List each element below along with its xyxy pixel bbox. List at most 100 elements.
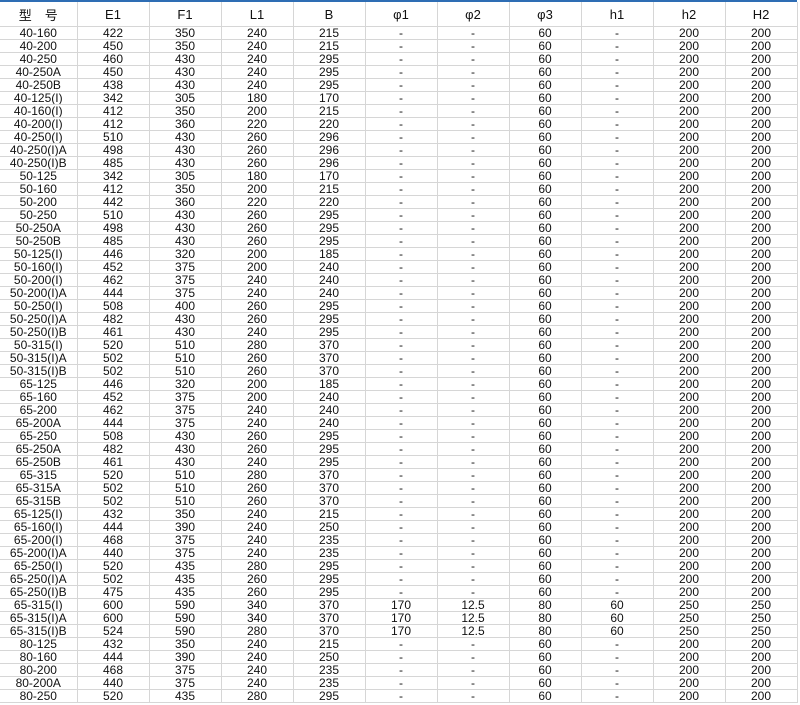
value-cell: - bbox=[365, 390, 438, 404]
value-cell: 430 bbox=[149, 156, 222, 170]
value-cell: 400 bbox=[149, 299, 222, 313]
value-cell: 200 bbox=[725, 364, 798, 378]
value-cell: - bbox=[437, 455, 510, 469]
value-cell: 260 bbox=[221, 208, 294, 222]
value-cell: 60 bbox=[509, 689, 582, 703]
value-cell: 390 bbox=[149, 520, 222, 534]
value-cell: - bbox=[365, 273, 438, 287]
value-cell: 200 bbox=[653, 364, 726, 378]
header-h1: h1 bbox=[581, 2, 654, 27]
value-cell: 260 bbox=[221, 585, 294, 599]
value-cell: 200 bbox=[653, 221, 726, 235]
value-cell: 170 bbox=[365, 611, 438, 625]
value-cell: 180 bbox=[221, 169, 294, 183]
header-e1: E1 bbox=[77, 2, 150, 27]
value-cell: 375 bbox=[149, 546, 222, 560]
value-cell: - bbox=[581, 78, 654, 92]
value-cell: 200 bbox=[653, 26, 726, 40]
value-cell: - bbox=[581, 390, 654, 404]
value-cell: 524 bbox=[77, 624, 150, 638]
value-cell: 360 bbox=[149, 195, 222, 209]
value-cell: 240 bbox=[221, 273, 294, 287]
value-cell: - bbox=[437, 325, 510, 339]
value-cell: 200 bbox=[725, 78, 798, 92]
value-cell: 295 bbox=[293, 52, 366, 66]
value-cell: - bbox=[365, 481, 438, 495]
value-cell: 200 bbox=[725, 663, 798, 677]
value-cell: 260 bbox=[221, 130, 294, 144]
value-cell: 60 bbox=[509, 481, 582, 495]
value-cell: 280 bbox=[221, 689, 294, 703]
value-cell: 452 bbox=[77, 390, 150, 404]
value-cell: 250 bbox=[653, 611, 726, 625]
value-cell: - bbox=[581, 650, 654, 664]
table-row: 50-315(I)A 502 510 260 370- -60-200 200 bbox=[0, 351, 798, 365]
value-cell: 295 bbox=[293, 234, 366, 248]
value-cell: 60 bbox=[509, 26, 582, 40]
value-cell: 468 bbox=[77, 533, 150, 547]
value-cell: 375 bbox=[149, 416, 222, 430]
value-cell: 240 bbox=[221, 286, 294, 300]
value-cell: 320 bbox=[149, 247, 222, 261]
value-cell: 60 bbox=[509, 260, 582, 274]
value-cell: 200 bbox=[221, 104, 294, 118]
value-cell: 435 bbox=[149, 559, 222, 573]
value-cell: 215 bbox=[293, 104, 366, 118]
value-cell: 60 bbox=[509, 507, 582, 521]
table-row: 50-160(I) 452 375 200 240- -60-200 200 bbox=[0, 260, 798, 274]
table-row: 65-315(I) 600 590 340 370 170 12.5 80 60 250 250 bbox=[0, 598, 798, 612]
value-cell: - bbox=[437, 221, 510, 235]
value-cell: 430 bbox=[149, 52, 222, 66]
value-cell: 200 bbox=[725, 442, 798, 456]
value-cell: 430 bbox=[149, 130, 222, 144]
table-row: 40-250(I)A 498 430 260 296- -60-200 200 bbox=[0, 143, 798, 157]
value-cell: - bbox=[437, 91, 510, 105]
table-row: 65-125 446 320 200 185- -60-200 200 bbox=[0, 377, 798, 391]
value-cell: - bbox=[437, 299, 510, 313]
value-cell: - bbox=[365, 338, 438, 352]
value-cell: 200 bbox=[725, 533, 798, 547]
value-cell: 370 bbox=[293, 494, 366, 508]
value-cell: 442 bbox=[77, 195, 150, 209]
value-cell: - bbox=[437, 312, 510, 326]
value-cell: - bbox=[437, 676, 510, 690]
table-row: 65-250(I)A 502 435 260 295- -60-200 200 bbox=[0, 572, 798, 586]
value-cell: - bbox=[365, 351, 438, 365]
table-row: 65-315(I)B 524 590 280 370 170 12.5 80 60 250 250 bbox=[0, 624, 798, 638]
table-row: 65-315A 502 510 260 370- -60-200 200 bbox=[0, 481, 798, 495]
value-cell: 440 bbox=[77, 546, 150, 560]
value-cell: 60 bbox=[581, 611, 654, 625]
value-cell: 200 bbox=[725, 585, 798, 599]
value-cell: - bbox=[581, 130, 654, 144]
value-cell: 200 bbox=[725, 481, 798, 495]
value-cell: 260 bbox=[221, 429, 294, 443]
value-cell: 60 bbox=[509, 390, 582, 404]
header-φ2: φ2 bbox=[437, 2, 510, 27]
model-cell: 65-200(I)A bbox=[0, 546, 78, 560]
header-h2: h2 bbox=[653, 2, 726, 27]
value-cell: - bbox=[365, 195, 438, 209]
value-cell: - bbox=[365, 455, 438, 469]
value-cell: 280 bbox=[221, 624, 294, 638]
value-cell: - bbox=[581, 52, 654, 66]
value-cell: 375 bbox=[149, 403, 222, 417]
table-row: 65-315B 502 510 260 370- -60-200 200 bbox=[0, 494, 798, 508]
value-cell: 370 bbox=[293, 364, 366, 378]
table-row: 50-250(I)A 482 430 260 295- -60-200 200 bbox=[0, 312, 798, 326]
value-cell: - bbox=[365, 260, 438, 274]
value-cell: 510 bbox=[77, 130, 150, 144]
value-cell: 220 bbox=[221, 195, 294, 209]
value-cell: 200 bbox=[725, 91, 798, 105]
value-cell: 430 bbox=[149, 442, 222, 456]
value-cell: 375 bbox=[149, 286, 222, 300]
value-cell: 60 bbox=[509, 351, 582, 365]
value-cell: 296 bbox=[293, 156, 366, 170]
value-cell: 200 bbox=[725, 520, 798, 534]
value-cell: - bbox=[581, 676, 654, 690]
value-cell: 60 bbox=[509, 273, 582, 287]
table-row: 50-250(I)B 461 430 240 295- -60-200 200 bbox=[0, 325, 798, 339]
value-cell: 60 bbox=[581, 598, 654, 612]
value-cell: 485 bbox=[77, 156, 150, 170]
model-cell: 50-200 bbox=[0, 195, 78, 209]
